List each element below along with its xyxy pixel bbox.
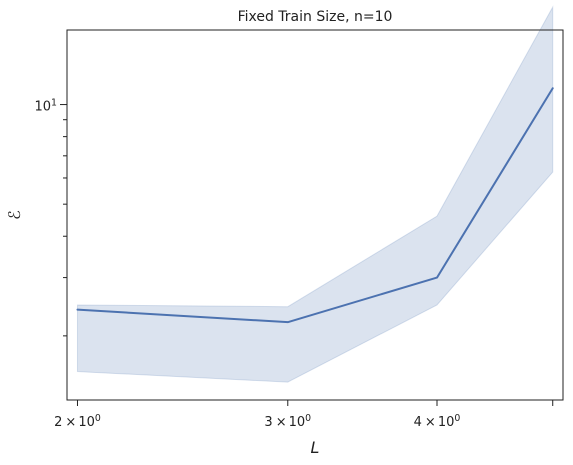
x-tick-label-1-ten: 10: [289, 415, 306, 430]
x-tick-label-0-times: ×: [65, 415, 76, 430]
x-tick-label-1: 3 × 100: [264, 413, 311, 430]
x-tick-label-2: 4 × 100: [414, 413, 461, 430]
y-axis-label: ℰ: [5, 210, 24, 220]
x-tick-label-2-exp: 0: [454, 413, 460, 424]
axes-frame: [66, 29, 564, 401]
x-tick-label-1-exp: 0: [305, 413, 311, 424]
y-tick-label-0-exp: 1: [51, 98, 57, 109]
x-axis-ticks: 2 × 100 3 × 100 4 × 100: [54, 400, 554, 430]
x-tick-label-1-times: ×: [276, 415, 287, 430]
y-tick-label-0: 101: [35, 98, 58, 115]
x-tick-label-0-base: 2: [54, 415, 62, 430]
series-line-0: [76, 87, 554, 324]
plot-area: [76, 5, 554, 383]
x-tick-label-2-times: ×: [425, 415, 436, 430]
confidence-band-0: [76, 5, 554, 383]
x-tick-label-2-base: 4: [414, 415, 422, 430]
x-tick-label-0: 2 × 100: [54, 413, 101, 430]
x-tick-label-2-ten: 10: [438, 415, 455, 430]
x-tick-label-1-base: 3: [264, 415, 272, 430]
y-tick-label-0-base: 10: [35, 100, 52, 115]
x-tick-label-0-exp: 0: [95, 413, 101, 424]
y-axis-ticks: 101: [35, 98, 67, 337]
x-tick-label-0-ten: 10: [78, 415, 95, 430]
chart-title: Fixed Train Size, n=10: [238, 9, 393, 25]
x-axis-label: L: [311, 438, 320, 457]
